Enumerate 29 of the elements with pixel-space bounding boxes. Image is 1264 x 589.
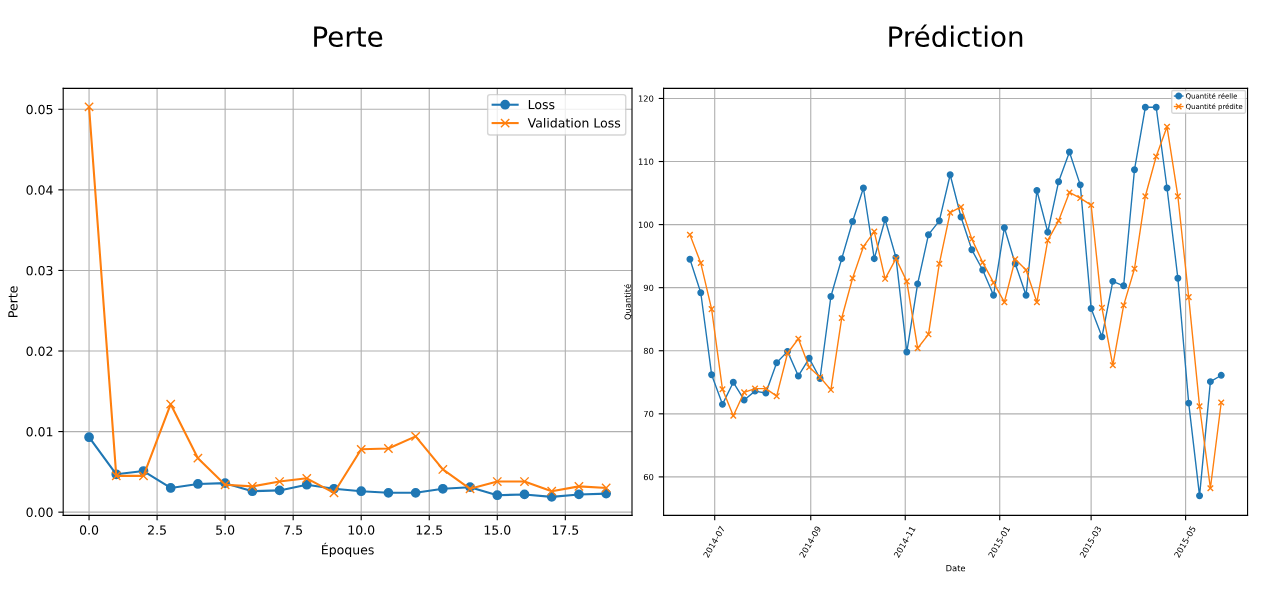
y-tick-label: 70 [643,410,654,418]
y-tick-label: 100 [638,221,654,228]
x-axis-title: Époques [322,542,374,557]
y-tick-label: 110 [638,158,654,165]
x-axis-title: Date [946,565,966,572]
x-tick-label: 5.0 [216,525,235,535]
y-tick-label: 60 [643,473,654,481]
y-tick-label: 0.04 [26,185,53,195]
x-tick-label: 10.0 [348,525,375,535]
x-tick-label: 0.0 [79,525,99,535]
y-tick-label: 90 [643,284,654,291]
legend-label: Validation Loss [527,117,621,128]
y-tick-label: 0.05 [26,104,53,115]
x-tick-label: 17.5 [552,525,579,535]
y-axis-title: Perte [8,286,18,317]
chart-title: Prédiction [889,24,1023,48]
y-tick-label: 0.01 [26,427,53,437]
y-tick-label: 80 [643,347,654,355]
x-tick-label: 2.5 [148,525,166,535]
y-tick-label: 0.02 [26,346,53,356]
x-tick-label: 7.5 [284,525,303,535]
y-tick-label: 0.00 [26,507,53,518]
legend-label: Loss [528,99,555,110]
y-tick-label: 0.03 [26,265,53,276]
x-tick-label: 12.5 [416,525,443,535]
y-tick-label: 120 [638,95,654,102]
chart-title: Perte [314,26,383,48]
x-tick-label: 15.0 [484,525,511,535]
y-axis-title: Quantité [624,284,632,320]
